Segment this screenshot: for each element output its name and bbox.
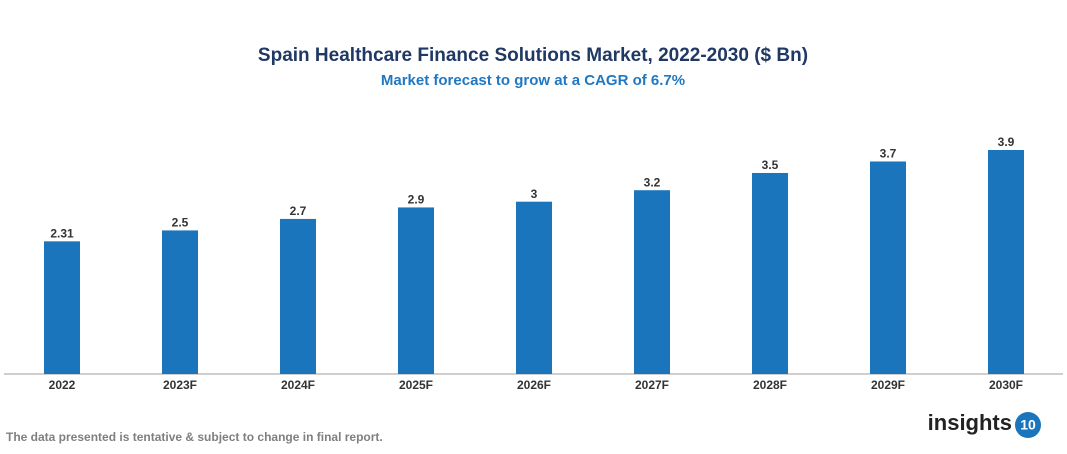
- value-label: 2.9: [408, 193, 425, 207]
- bar: [516, 201, 552, 374]
- x-tick-label: 2027F: [635, 378, 669, 392]
- value-label: 3.5: [762, 158, 779, 172]
- bar: [634, 190, 670, 374]
- bar: [752, 172, 788, 374]
- bar: [162, 230, 198, 374]
- x-tick-label: 2030F: [989, 378, 1023, 392]
- value-label: 3.2: [644, 175, 661, 189]
- value-label: 2.5: [172, 216, 189, 230]
- bar: [44, 241, 80, 374]
- logo-badge: [1015, 412, 1041, 438]
- bar: [870, 161, 906, 374]
- chart-title: Spain Healthcare Finance Solutions Marke…: [258, 45, 808, 66]
- x-tick-label: 2026F: [517, 378, 551, 392]
- logo-text: insights: [928, 410, 1012, 435]
- x-tick-label: 2022: [49, 378, 76, 392]
- bar: [280, 218, 316, 374]
- x-tick-label: 2029F: [871, 378, 905, 392]
- value-label: 2.7: [290, 204, 307, 218]
- bar: [398, 207, 434, 374]
- value-label: 3.7: [880, 147, 897, 161]
- value-label: 3.9: [998, 135, 1015, 149]
- logo-badge-text: 10: [1020, 417, 1036, 433]
- x-tick-label: 2028F: [753, 378, 787, 392]
- chart-subtitle: Market forecast to grow at a CAGR of 6.7…: [381, 72, 685, 89]
- footer-note: The data presented is tentative & subjec…: [6, 430, 383, 444]
- bar: [988, 150, 1024, 374]
- x-tick-label: 2024F: [281, 378, 315, 392]
- value-label: 2.31: [50, 226, 74, 240]
- value-label: 3: [531, 187, 538, 201]
- x-tick-label: 2025F: [399, 378, 433, 392]
- x-tick-label: 2023F: [163, 378, 197, 392]
